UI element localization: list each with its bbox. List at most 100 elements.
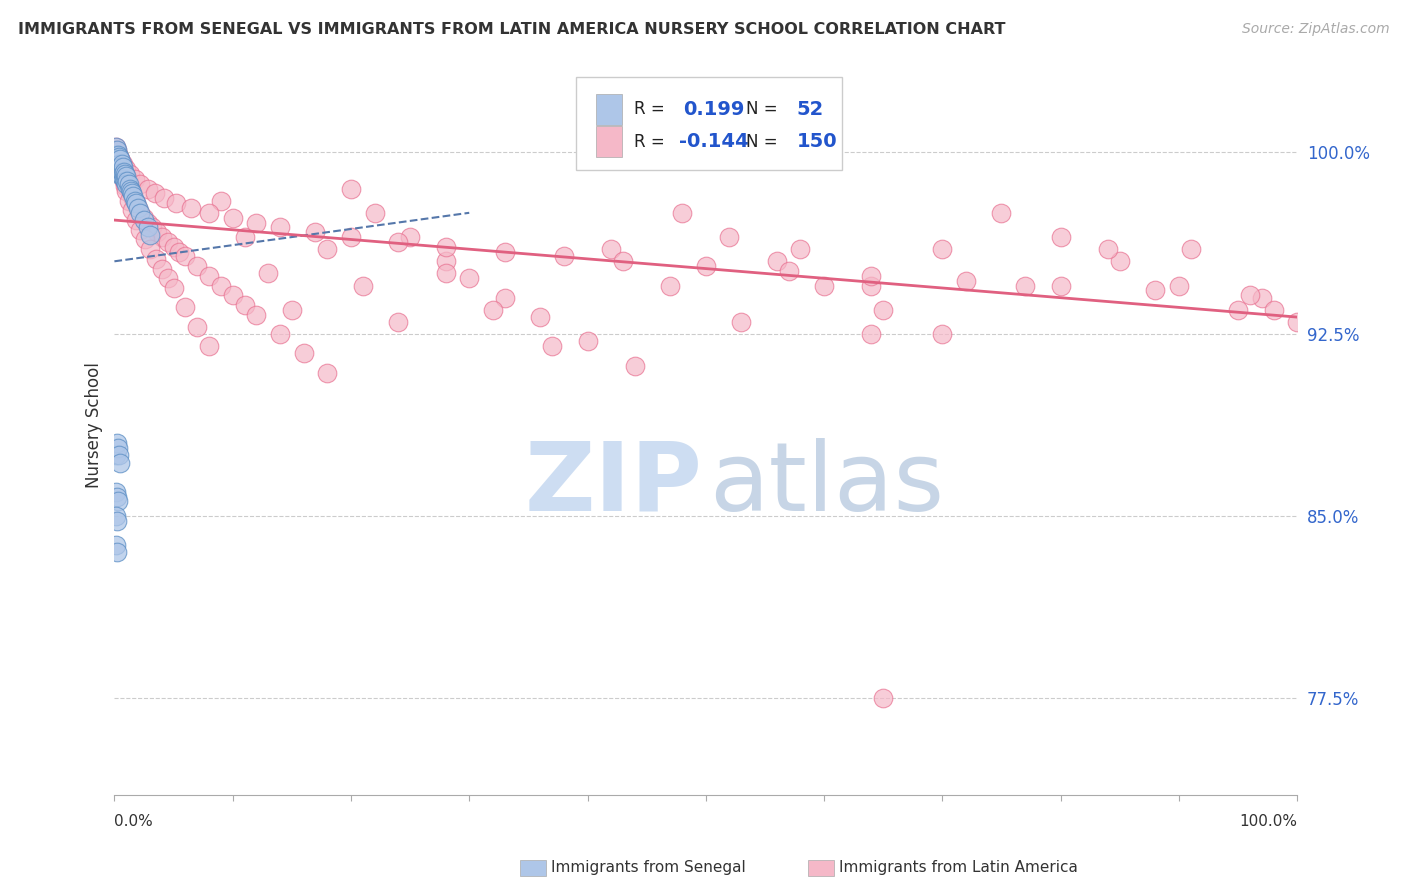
Point xyxy=(931,327,953,342)
Point xyxy=(789,242,811,256)
Point xyxy=(115,177,138,191)
Y-axis label: Nursery School: Nursery School xyxy=(86,362,103,488)
Point xyxy=(104,140,127,154)
Point xyxy=(117,194,139,208)
Point xyxy=(352,278,374,293)
Point xyxy=(136,215,159,229)
Point xyxy=(529,310,551,324)
Point xyxy=(872,302,894,317)
Point xyxy=(233,298,256,312)
Point xyxy=(115,169,138,184)
Point xyxy=(494,291,516,305)
Text: 0.199: 0.199 xyxy=(683,100,745,119)
Point xyxy=(221,211,243,225)
Point xyxy=(990,206,1012,220)
Point xyxy=(129,206,152,220)
Point xyxy=(105,490,128,504)
Point xyxy=(105,154,128,169)
Point xyxy=(108,150,131,164)
Text: Immigrants from Senegal: Immigrants from Senegal xyxy=(551,861,747,875)
Point xyxy=(115,162,138,177)
Point xyxy=(1049,230,1071,244)
Point xyxy=(134,232,156,246)
Point xyxy=(107,147,129,161)
FancyBboxPatch shape xyxy=(575,78,842,169)
Point xyxy=(117,174,139,188)
Point xyxy=(110,164,132,178)
Point xyxy=(110,157,132,171)
Point xyxy=(931,242,953,256)
Point xyxy=(105,150,128,164)
Point xyxy=(112,171,135,186)
Point xyxy=(150,261,173,276)
Point xyxy=(718,230,741,244)
Point xyxy=(107,494,129,508)
Point xyxy=(162,281,184,295)
Point xyxy=(110,160,132,174)
Point xyxy=(111,167,134,181)
Point xyxy=(269,220,291,235)
Text: R =: R = xyxy=(634,133,669,151)
Point xyxy=(872,690,894,705)
Point xyxy=(114,174,136,188)
Point xyxy=(110,153,132,167)
Point xyxy=(110,456,132,470)
Point xyxy=(316,366,339,380)
Point xyxy=(269,327,291,342)
Point xyxy=(209,278,232,293)
Point xyxy=(860,268,883,283)
Point xyxy=(104,538,127,552)
Point xyxy=(115,169,138,184)
Point xyxy=(257,267,280,281)
Text: Source: ZipAtlas.com: Source: ZipAtlas.com xyxy=(1241,22,1389,37)
Point xyxy=(304,225,326,239)
Point xyxy=(1049,278,1071,293)
Point xyxy=(143,186,166,201)
Point xyxy=(114,167,136,181)
Point xyxy=(108,448,131,462)
Point xyxy=(198,339,221,353)
Point xyxy=(112,164,135,178)
Point xyxy=(399,230,422,244)
Point xyxy=(281,302,304,317)
Point xyxy=(125,213,148,227)
Point xyxy=(494,244,516,259)
Text: atlas: atlas xyxy=(710,438,945,531)
Point xyxy=(120,184,142,198)
Point xyxy=(107,441,129,455)
Point xyxy=(1250,291,1272,305)
Point xyxy=(117,177,139,191)
Point xyxy=(107,162,129,177)
Point xyxy=(112,171,135,186)
Point xyxy=(458,271,481,285)
Point xyxy=(186,259,208,273)
Point xyxy=(233,230,256,244)
Point xyxy=(110,153,132,167)
Point xyxy=(153,191,176,205)
Point xyxy=(122,191,145,205)
Point xyxy=(125,196,148,211)
Point xyxy=(541,339,564,353)
Point xyxy=(145,252,167,266)
Point xyxy=(169,244,191,259)
Point xyxy=(105,162,128,177)
Point xyxy=(1239,288,1261,302)
Text: 52: 52 xyxy=(797,100,824,119)
Text: N =: N = xyxy=(747,133,783,151)
Point xyxy=(112,174,135,188)
Point xyxy=(434,240,457,254)
Point xyxy=(1097,242,1119,256)
Point xyxy=(105,545,128,559)
Point xyxy=(1227,302,1250,317)
Point xyxy=(121,189,143,203)
Point xyxy=(129,177,152,191)
Point xyxy=(111,160,134,174)
Point xyxy=(860,327,883,342)
Point xyxy=(104,484,127,499)
Point xyxy=(114,167,136,181)
Point xyxy=(1167,278,1189,293)
Point xyxy=(198,268,221,283)
Point xyxy=(387,235,409,249)
Point xyxy=(1180,242,1202,256)
Point xyxy=(553,250,575,264)
